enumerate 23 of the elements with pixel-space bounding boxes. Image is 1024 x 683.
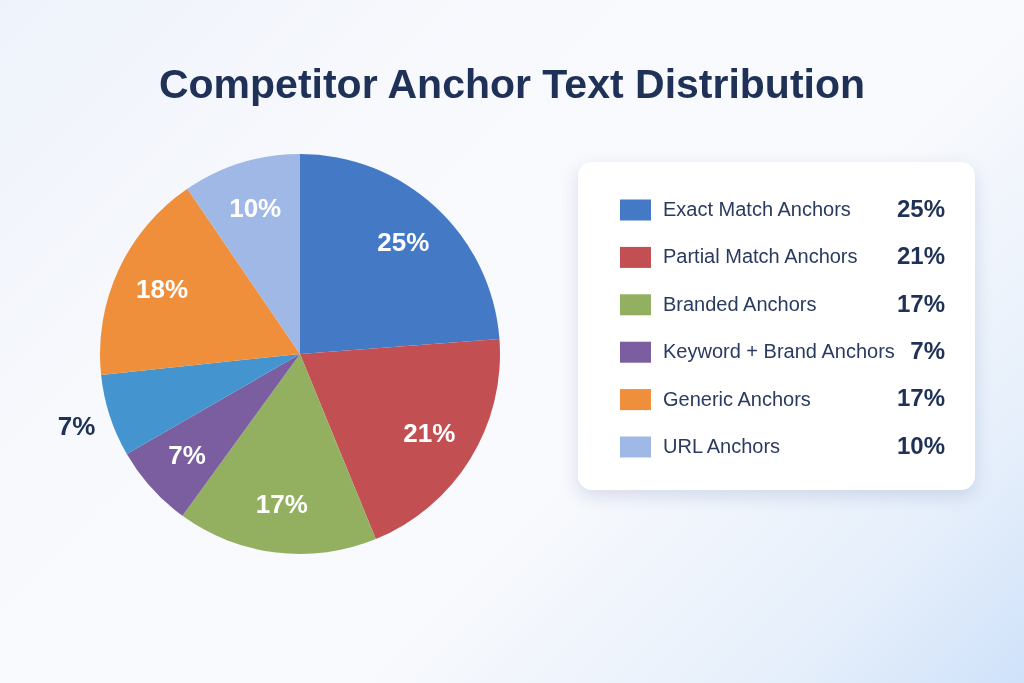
text: 7%: [910, 336, 945, 364]
pie-slice: [187, 154, 300, 354]
text: 17%: [896, 289, 945, 317]
legend-label: Keyword + Brand Anchors: [663, 340, 895, 363]
text: 17%: [896, 384, 945, 412]
legend-label: URL Anchors: [663, 435, 781, 457]
data-label: 21%: [403, 417, 456, 448]
pie-slice: [300, 154, 500, 354]
data-label: 25%: [377, 226, 430, 257]
data-label: 18%: [136, 274, 189, 305]
chart-title: Competitor Anchor Text Distribution: [158, 61, 866, 107]
legend-label: Exact Match Anchors: [663, 198, 851, 220]
legend-label: Partial Match Anchors: [663, 245, 858, 268]
text: 10%: [896, 431, 945, 459]
text: 25%: [896, 195, 945, 222]
legend-label: Branded Anchors: [663, 292, 817, 315]
data-label: 7%: [57, 410, 96, 441]
pie-slice: [100, 188, 300, 375]
data-label: 7%: [168, 439, 206, 470]
legend-label: Generic Anchors: [663, 387, 811, 410]
text: 21%: [896, 242, 945, 270]
data-label: 10%: [229, 192, 282, 223]
data-label: 17%: [255, 488, 308, 519]
